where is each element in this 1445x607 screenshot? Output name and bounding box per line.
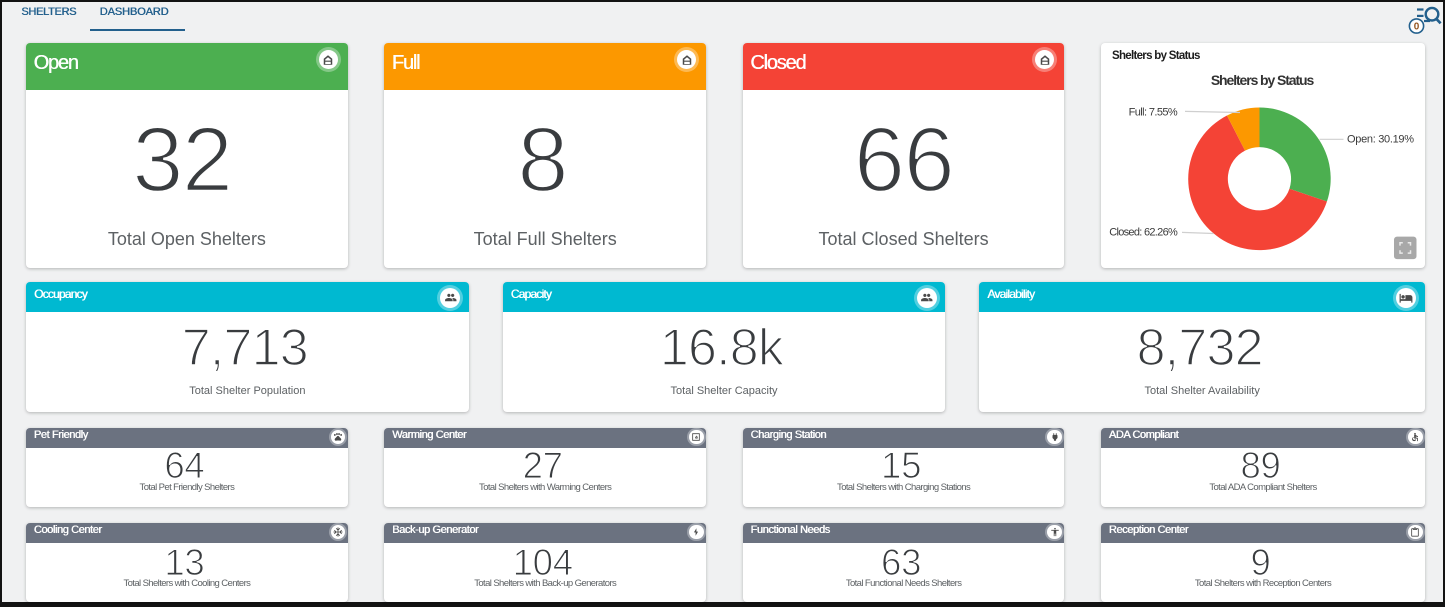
svg-text:Full: 7.55%: Full: 7.55% — [1129, 107, 1178, 119]
svg-text:Open: 30.19%: Open: 30.19% — [1347, 133, 1414, 145]
svg-text:Shelters by Status: Shelters by Status — [1211, 72, 1315, 88]
svg-text:0: 0 — [1414, 22, 1420, 33]
svg-text:Closed: 62.26%: Closed: 62.26% — [1109, 227, 1178, 239]
svg-text:Shelters by Status: Shelters by Status — [1112, 50, 1200, 62]
